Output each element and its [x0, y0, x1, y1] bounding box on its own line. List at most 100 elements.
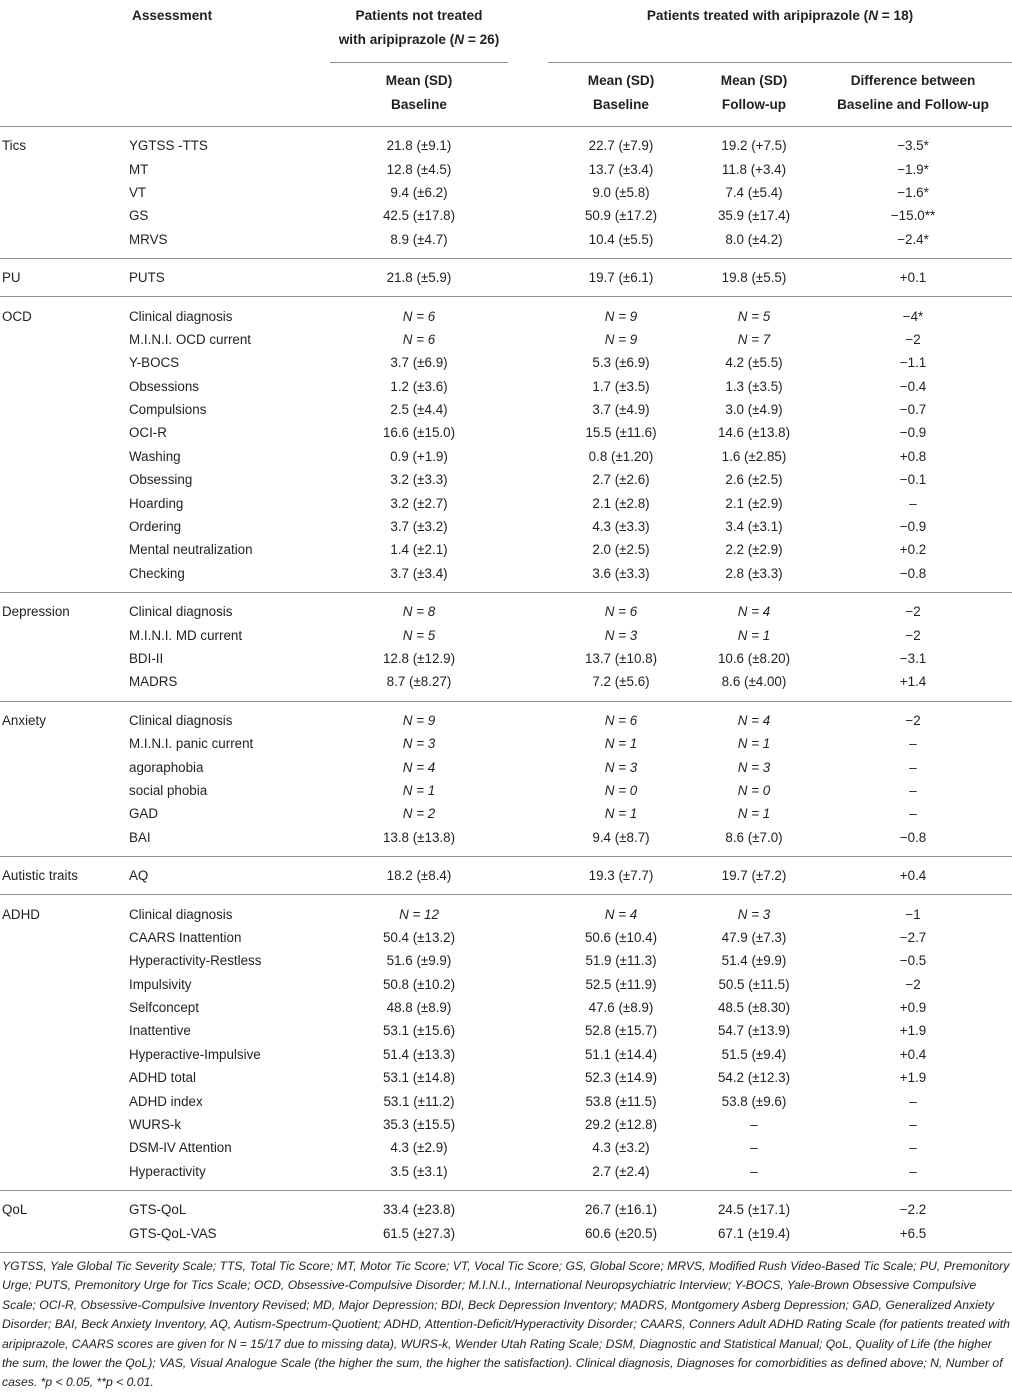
col-tb-line2: Baseline — [593, 97, 649, 112]
group-label: Anxiety — [2, 712, 46, 728]
treated-followup-value: 54.2 (±12.3) — [717, 1070, 791, 1086]
difference-value: +0.4 — [814, 856, 1012, 896]
col-header-not-treated-baseline: Mean (SD) Baseline — [330, 62, 508, 127]
spacer-cell — [508, 623, 548, 646]
spacer-cell — [508, 1113, 548, 1136]
treated-baseline-value: 4.3 (±3.2) — [592, 1140, 650, 1156]
group-label: QoL — [2, 1202, 28, 1218]
group-label: Tics — [2, 138, 27, 154]
difference-value: −0.1 — [899, 472, 927, 488]
table-row: VT 9.4 (±6.2) 9.0 (±5.8) 7.4 (±5.4) −1.6* — [0, 181, 1012, 204]
not-treated-baseline-value: N = 6 — [402, 331, 436, 347]
difference-value: +0.2 — [899, 542, 927, 558]
group-label — [0, 351, 116, 374]
treated-baseline-value: 52.5 (±11.9) — [585, 976, 657, 992]
table-row: Impulsivity 50.8 (±10.2) 52.5 (±11.9) 50.5 … — [0, 973, 1012, 996]
spacer-cell — [508, 949, 548, 972]
table-row: social phobia N = 1 N = 0 N = 0 – — [0, 779, 1012, 802]
spacer-cell — [508, 421, 548, 444]
treated-baseline-value: 2.7 (±2.4) — [548, 1159, 694, 1192]
treated-baseline-value: 60.6 (±20.5) — [548, 1221, 694, 1253]
measure-label: YGTSS -TTS — [129, 138, 208, 154]
group-label — [0, 732, 116, 755]
measure-label: Obsessing — [129, 472, 193, 488]
treated-followup-value: 4.2 (±5.5) — [725, 355, 783, 371]
group-label: PU — [0, 258, 116, 298]
not-treated-baseline-value: 12.8 (±4.5) — [386, 161, 452, 177]
treated-followup-value: 19.2 (+7.5) — [721, 138, 787, 154]
not-treated-baseline-value: N = 3 — [402, 736, 436, 752]
difference-value: +0.4 — [899, 1046, 927, 1062]
difference-value: −0.4 — [899, 378, 927, 394]
not-treated-baseline-value: 1.4 (±2.1) — [390, 542, 448, 558]
treated-followup-value: N = 1 — [737, 627, 771, 643]
col-header-treated-followup: Mean (SD) Follow-up — [694, 62, 814, 127]
not-treated-baseline-value: 50.8 (±10.2) — [382, 976, 456, 992]
treated-followup-value: – — [750, 1117, 758, 1133]
group-label — [0, 670, 116, 702]
spacer-cell — [508, 515, 548, 538]
spacer-cell — [508, 561, 548, 594]
difference-value: – — [909, 1117, 917, 1133]
treated-followup-value: N = 1 — [737, 736, 771, 752]
treated-followup-value: 51.5 (±9.4) — [721, 1046, 787, 1062]
treated-baseline-value: 19.7 (±6.1) — [548, 258, 694, 298]
group-label — [0, 802, 116, 825]
treated-baseline-value: N = 1 — [604, 806, 638, 822]
treated-baseline-value: 50.9 (±17.2) — [584, 208, 658, 224]
treated-followup-value: N = 3 — [737, 906, 771, 922]
spacer-cell — [508, 732, 548, 755]
measure-label: Clinical diagnosis — [129, 712, 233, 728]
group-label — [0, 181, 116, 204]
difference-value: +0.8 — [899, 448, 927, 464]
treated-baseline-value: N = 3 — [604, 759, 638, 775]
treated-baseline-value: 2.0 (±2.5) — [592, 542, 650, 558]
group-label — [0, 1113, 116, 1136]
treated-baseline-value: 51.1 (±14.4) — [584, 1046, 658, 1062]
measure-label: DSM-IV Attention — [129, 1140, 232, 1156]
treated-baseline-value: N = 0 — [604, 782, 638, 798]
spacer-cell — [508, 825, 548, 857]
measure-label: agoraphobia — [129, 759, 204, 775]
measure-label: BAI — [116, 825, 330, 857]
table-header: Assessment Patients not treated with ari… — [0, 0, 1012, 127]
col-header-difference: Difference between Baseline and Follow-u… — [814, 62, 1012, 127]
spacer-cell — [508, 1136, 548, 1159]
col-diff-line2: Baseline and Follow-up — [837, 97, 989, 112]
group-label — [0, 445, 116, 468]
treated-followup-value: N = 1 — [737, 806, 771, 822]
not-treated-n-symbol: N — [454, 32, 465, 47]
not-treated-baseline-value: 3.7 (±3.2) — [390, 519, 448, 535]
group-label: ADHD — [2, 906, 40, 922]
treated-followup-value: 67.1 (±19.4) — [694, 1221, 814, 1253]
measure-label: M.I.N.I. MD current — [129, 627, 243, 643]
not-treated-baseline-value: 35.3 (±15.5) — [382, 1117, 456, 1133]
col-tf-line2: Follow-up — [721, 97, 787, 112]
difference-value: −2.7 — [899, 929, 927, 945]
difference-value: – — [909, 782, 917, 798]
table-row: Compulsions 2.5 (±4.4) 3.7 (±4.9) 3.0 (±4.9… — [0, 398, 1012, 421]
treated-followup-value: N = 4 — [737, 604, 771, 620]
not-treated-baseline-value: N = 6 — [402, 308, 436, 324]
treated-followup-value: 53.8 (±9.6) — [721, 1093, 787, 1109]
treated-baseline-value: N = 3 — [604, 627, 638, 643]
treated-followup-value: 8.6 (±7.0) — [694, 825, 814, 857]
treated-followup-value: – — [750, 1140, 758, 1156]
table-row: BDI-II 12.8 (±12.9) 13.7 (±10.8) 10.6 (±8.2… — [0, 647, 1012, 670]
not-treated-baseline-value: 42.5 (±17.8) — [382, 208, 456, 224]
difference-value: −2 — [905, 712, 921, 728]
table-row: agoraphobia N = 4 N = 3 N = 3 – — [0, 755, 1012, 778]
treated-followup-value: 7.4 (±5.4) — [725, 184, 783, 200]
table-row: M.I.N.I. MD current N = 5 N = 3 N = 1 −2 — [0, 623, 1012, 646]
treated-followup-value: 2.6 (±2.5) — [725, 472, 783, 488]
table-row: Ordering 3.7 (±3.2) 4.3 (±3.3) 3.4 (±3.1) −0… — [0, 515, 1012, 538]
treated-followup-value: 3.0 (±4.9) — [725, 402, 783, 418]
col-tf-line1: Mean (SD) — [720, 73, 788, 88]
treated-followup-value: 10.6 (±8.20) — [717, 651, 791, 666]
not-treated-baseline-value: 51.4 (±13.3) — [382, 1046, 456, 1062]
measure-label: VT — [129, 184, 147, 200]
table-row: BAI 13.8 (±13.8) 9.4 (±8.7) 8.6 (±7.0) −0.8 — [0, 825, 1012, 857]
group-label — [0, 1066, 116, 1089]
group-label — [0, 157, 116, 180]
difference-value: −15.0** — [890, 208, 936, 224]
